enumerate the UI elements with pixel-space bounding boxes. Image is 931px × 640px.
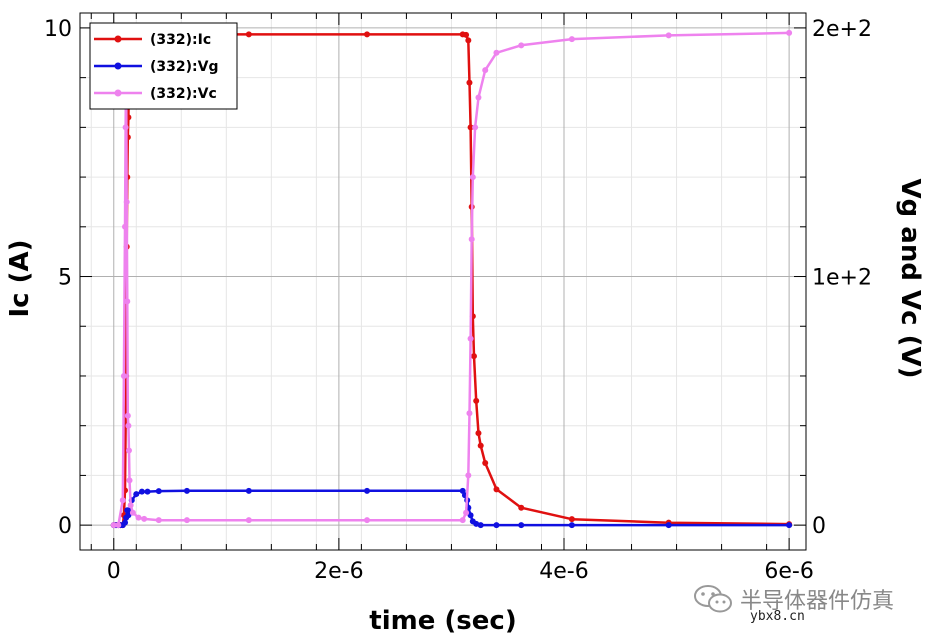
- data-point: [125, 512, 132, 519]
- data-point: [138, 488, 145, 495]
- data-point: [245, 31, 252, 38]
- data-point: [470, 353, 477, 360]
- legend-item: (332):Ic: [94, 32, 211, 48]
- data-point: [473, 520, 480, 527]
- watermark-text: 半导体器件仿真: [740, 589, 894, 614]
- data-point: [119, 497, 126, 504]
- legend-label: (332):Vc: [150, 86, 217, 102]
- data-point: [183, 517, 190, 524]
- watermark: 半导体器件仿真 ybx8.cn: [694, 585, 894, 624]
- x-axis-title: time (sec): [369, 606, 516, 636]
- data-point: [467, 124, 474, 131]
- y-left-tick-label: 10: [44, 17, 72, 42]
- data-point: [477, 442, 484, 449]
- data-point: [135, 514, 142, 521]
- legend: (332):Ic (332):Vg (332):Vc: [89, 22, 238, 110]
- data-point: [568, 36, 575, 43]
- data-point: [245, 517, 252, 524]
- data-point: [124, 412, 131, 419]
- watermark-url: ybx8.cn: [750, 609, 805, 624]
- data-point: [364, 517, 371, 524]
- data-point: [123, 198, 130, 205]
- y-right-tick-label: 0: [812, 514, 826, 539]
- data-point: [124, 298, 131, 305]
- y-left-tick-label: 5: [58, 266, 72, 291]
- data-point: [120, 372, 127, 379]
- data-point: [493, 522, 500, 529]
- data-point: [144, 488, 151, 495]
- data-point: [110, 522, 117, 529]
- data-point: [568, 522, 575, 529]
- data-point: [115, 522, 122, 529]
- data-point: [133, 491, 140, 498]
- y-axis-right-title: Vg and Vc (V): [895, 179, 925, 379]
- data-point: [475, 430, 482, 437]
- y-right-tick-label: 2e+2: [812, 17, 872, 42]
- data-point: [466, 410, 473, 417]
- x-tick-label: 0: [107, 559, 121, 584]
- grid-minor: [80, 13, 806, 550]
- data-point: [518, 42, 525, 49]
- data-point: [125, 422, 132, 429]
- data-point: [493, 49, 500, 56]
- data-point: [141, 515, 148, 522]
- data-point: [472, 124, 479, 131]
- data-point: [493, 486, 500, 493]
- data-point: [786, 522, 793, 529]
- data-point: [245, 487, 252, 494]
- data-point: [482, 459, 489, 466]
- legend-item: (332):Vg: [94, 59, 218, 75]
- data-point: [568, 516, 575, 523]
- data-point: [463, 509, 470, 516]
- data-point: [665, 32, 672, 39]
- legend-swatch-marker: [114, 35, 122, 43]
- data-point: [129, 509, 136, 516]
- tick-labels: 0 2e-6 4e-6 6e-6 0 5 10 0 1e+2 2e+2: [44, 17, 872, 584]
- data-point: [518, 504, 525, 511]
- legend-label: (332):Ic: [150, 32, 211, 48]
- data-point: [518, 522, 525, 529]
- legend-swatch-marker: [114, 89, 122, 97]
- data-point: [473, 397, 480, 404]
- data-point: [125, 447, 132, 454]
- legend-label: (332):Vg: [150, 59, 218, 75]
- data-point: [786, 29, 793, 36]
- x-tick-label: 6e-6: [764, 559, 813, 584]
- data-point: [665, 522, 672, 529]
- data-point: [183, 487, 190, 494]
- data-point: [459, 487, 466, 494]
- data-point: [482, 67, 489, 74]
- data-point: [469, 174, 476, 181]
- data-point: [477, 522, 484, 529]
- y-right-tick-label: 1e+2: [812, 266, 872, 291]
- data-point: [475, 94, 482, 101]
- data-point: [122, 223, 129, 230]
- data-point: [126, 477, 133, 484]
- data-point: [466, 79, 473, 86]
- y-left-tick-label: 0: [58, 514, 72, 539]
- x-tick-label: 4e-6: [539, 559, 588, 584]
- data-point: [364, 31, 371, 38]
- data-point: [122, 519, 129, 526]
- data-point: [155, 517, 162, 524]
- legend-swatch-marker: [114, 62, 122, 70]
- plot-frame: [79, 12, 807, 551]
- data-point: [467, 512, 474, 519]
- y-axis-left-title: Ic (A): [5, 239, 35, 317]
- data-point: [364, 487, 371, 494]
- data-point: [467, 335, 474, 342]
- data-point: [127, 502, 134, 509]
- data-point: [463, 31, 470, 38]
- data-point: [468, 236, 475, 243]
- data-point: [465, 472, 472, 479]
- data-point: [122, 124, 129, 131]
- axis-ticks: [80, 13, 806, 550]
- wechat-icon: [694, 585, 732, 613]
- legend-item: (332):Vc: [94, 86, 217, 102]
- data-point: [459, 517, 466, 524]
- data-point: [155, 488, 162, 495]
- x-tick-label: 2e-6: [314, 559, 363, 584]
- data-point: [465, 37, 472, 44]
